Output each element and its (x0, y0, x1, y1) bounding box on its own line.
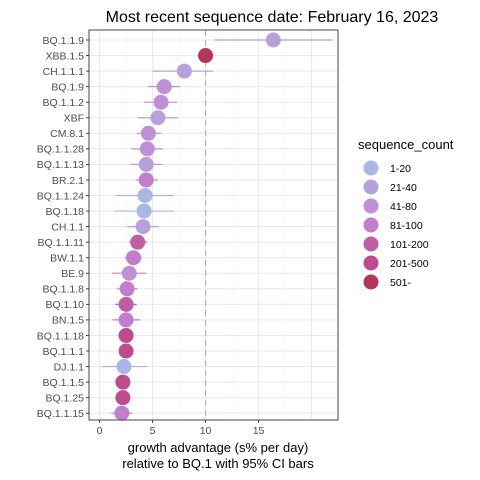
y-tick-label: BQ.1.1.2 (43, 97, 85, 109)
y-tick-label: BQ.1.1.24 (37, 190, 84, 202)
x-axis-title-line1: growth advantage (s% per day) (128, 440, 309, 455)
y-tick-label: BQ.1.1.5 (43, 377, 85, 389)
data-point (119, 281, 135, 297)
data-point (137, 188, 153, 203)
y-tick-label: XBB.1.5 (45, 50, 84, 62)
y-tick-label: BQ.1.10 (45, 299, 84, 311)
legend-key (363, 179, 379, 195)
x-axis-tick-labels: 0 5 10 15 (97, 420, 265, 437)
x-tick-label: 15 (253, 425, 265, 437)
data-point (114, 405, 130, 421)
y-tick-label: BN.1.5 (52, 315, 84, 327)
x-tick-label: 5 (150, 425, 156, 437)
data-point (138, 156, 154, 172)
x-axis-title-line2: relative to BQ.1 with 95% CI bars (122, 456, 314, 471)
plot-panel (88, 29, 339, 421)
x-tick-label: 10 (200, 425, 212, 437)
legend-key (363, 160, 379, 176)
legend-title: sequence_count (358, 137, 454, 152)
legend-label: 101-200 (390, 239, 429, 251)
data-point (118, 296, 134, 312)
data-point (118, 312, 134, 328)
legend-label: 41-80 (390, 201, 417, 213)
y-tick-label: CM.8.1 (50, 128, 84, 140)
y-tick-label: BQ.1.1.11 (37, 237, 84, 249)
y-tick-label: BR.2.1 (52, 175, 84, 187)
data-point (135, 219, 151, 235)
data-point (136, 203, 152, 219)
y-tick-label: BW.1.1 (50, 253, 84, 265)
legend: sequence_count 1-20 21-40 41-80 81-100 101-2… (358, 137, 454, 290)
data-point (198, 48, 214, 64)
y-tick-label: DJ.1.1 (54, 361, 85, 373)
x-tick-label: 0 (97, 425, 103, 437)
y-tick-label: CH.1.1 (51, 221, 84, 233)
data-point (139, 141, 155, 157)
data-point (121, 265, 137, 281)
legend-key (363, 198, 379, 214)
legend-key (363, 255, 379, 271)
y-tick-label: BQ.1.1.28 (37, 144, 84, 156)
y-tick-label: BQ.1.1.9 (43, 35, 85, 47)
y-tick-label: BQ.1.1.13 (37, 159, 84, 171)
y-tick-label: BQ.1.1.18 (37, 330, 84, 342)
legend-key (363, 217, 379, 233)
y-tick-label: BE.9 (61, 268, 84, 280)
data-point (116, 359, 132, 375)
data-point (118, 327, 134, 343)
panel-border (88, 29, 339, 421)
data-point (115, 374, 131, 390)
y-tick-label: BQ.1.1.1 (43, 346, 85, 358)
legend-label: 201-500 (390, 258, 429, 270)
data-point (138, 172, 154, 188)
y-tick-label: CH.1.1.1 (43, 66, 85, 78)
y-tick-label: BQ.1.1.8 (43, 284, 85, 296)
data-point (130, 234, 146, 250)
chart-title: Most recent sequence date: February 16, … (106, 9, 439, 26)
y-axis-tick-labels: BQ.1.1.9 XBB.1.5 CH.1.1.1 BQ.1.9 BQ.1.1.2 XBF… (37, 35, 89, 420)
legend-label: 81-100 (390, 220, 423, 232)
legend-label: 21-40 (390, 182, 417, 194)
legend-label: 501- (390, 277, 412, 289)
data-point (176, 63, 192, 79)
data-point (140, 125, 156, 141)
data-point (150, 110, 166, 126)
y-tick-label: XBF (64, 113, 84, 125)
data-point (126, 250, 142, 266)
legend-key (363, 274, 379, 290)
data-point (118, 343, 134, 359)
y-tick-label: BQ.1.1.15 (37, 408, 84, 420)
data-point (153, 94, 169, 110)
legend-label: 1-20 (390, 163, 411, 175)
data-point (115, 390, 131, 406)
y-tick-label: BQ.1.18 (45, 206, 84, 218)
data-point (156, 79, 172, 95)
y-tick-label: BQ.1.9 (51, 81, 84, 93)
y-tick-label: BQ.1.25 (45, 392, 84, 404)
data-point (265, 32, 281, 48)
legend-key (363, 236, 379, 252)
